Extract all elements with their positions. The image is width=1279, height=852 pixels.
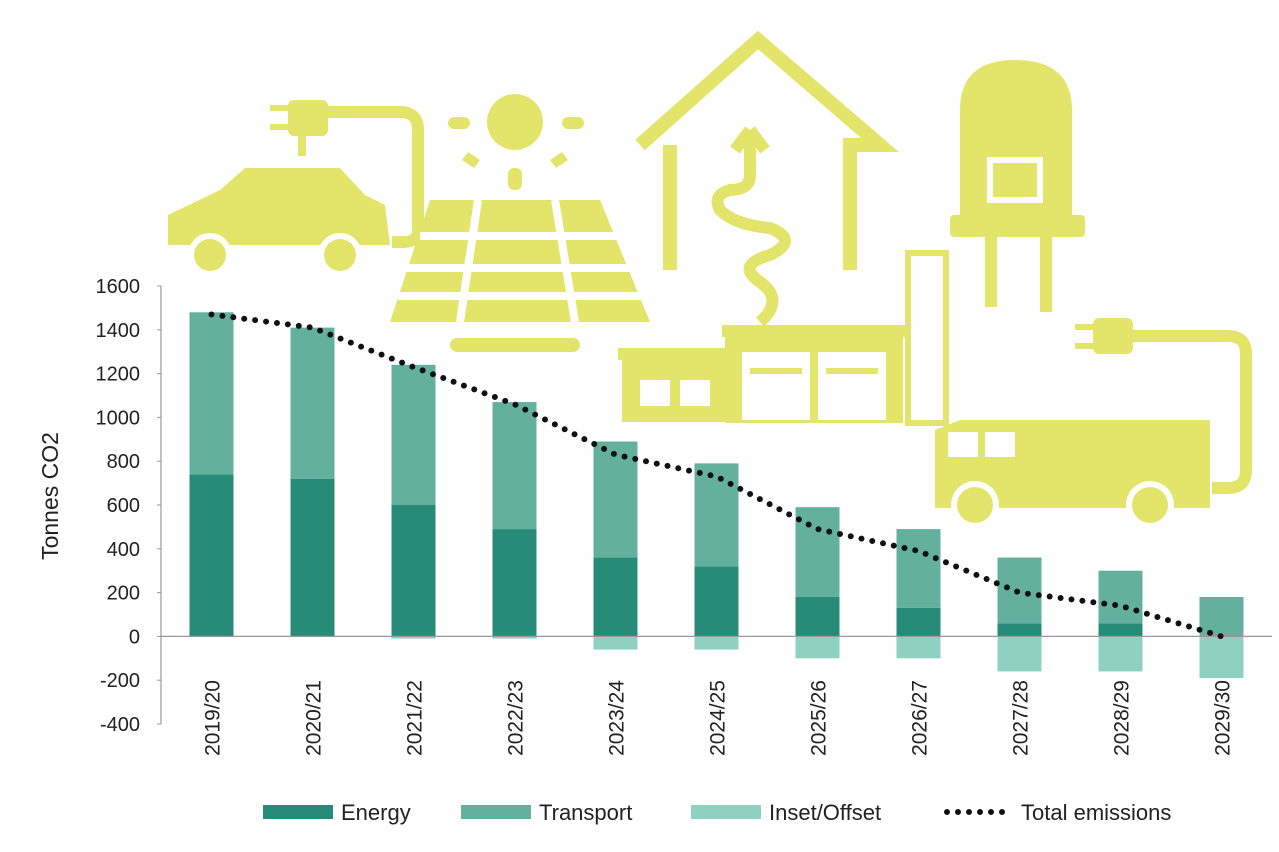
bar bbox=[593, 441, 638, 558]
bar bbox=[1098, 636, 1143, 672]
bar bbox=[896, 636, 941, 659]
solar-panel-icon bbox=[390, 200, 650, 322]
total-line bbox=[208, 311, 1225, 640]
bar bbox=[189, 312, 234, 475]
bar bbox=[391, 505, 436, 637]
y-axis-title: Tonnes CO2 bbox=[37, 432, 63, 560]
y-tick-label: -200 bbox=[100, 670, 140, 692]
bar bbox=[492, 636, 537, 639]
x-tick-label: 2026/27 bbox=[909, 680, 932, 756]
x-tick-label: 2029/30 bbox=[1212, 680, 1235, 756]
bar bbox=[593, 557, 638, 637]
bar bbox=[694, 636, 739, 650]
bar bbox=[694, 463, 739, 567]
y-tick-label: 1000 bbox=[96, 407, 141, 429]
bar bbox=[997, 623, 1042, 637]
plot-area: -400 -200 0 200 400 600 800 1000 1200 1400 1600 201… bbox=[96, 276, 1272, 825]
y-tick-label: 1200 bbox=[96, 364, 141, 386]
x-tick-label: 2021/22 bbox=[404, 680, 427, 756]
x-tick-label: 2028/29 bbox=[1111, 680, 1134, 756]
bar bbox=[795, 596, 840, 637]
bulb-icon bbox=[960, 60, 1072, 215]
bar bbox=[189, 474, 234, 637]
y-tick-label: 600 bbox=[107, 495, 140, 517]
house-icon bbox=[635, 30, 899, 270]
bar bbox=[1098, 570, 1143, 624]
bar bbox=[492, 402, 537, 530]
background-icons bbox=[168, 30, 1252, 529]
x-tick-label: 2020/21 bbox=[303, 680, 326, 756]
legend-label: Transport bbox=[539, 800, 632, 825]
y-tick-label: 0 bbox=[129, 626, 140, 648]
legend-swatch bbox=[461, 805, 531, 819]
bar bbox=[795, 507, 840, 597]
y-tick-label: 1600 bbox=[96, 276, 141, 298]
x-tick-label: 2023/24 bbox=[606, 680, 629, 756]
building-icon bbox=[622, 350, 730, 422]
legend-label: Total emissions bbox=[1021, 800, 1171, 825]
bar bbox=[1098, 623, 1143, 637]
y-tick-label: 400 bbox=[107, 539, 140, 561]
y-tick-label: 800 bbox=[107, 451, 140, 473]
x-tick-label: 2022/23 bbox=[505, 680, 528, 756]
x-tick-label: 2025/26 bbox=[808, 680, 831, 756]
legend-swatch bbox=[691, 805, 761, 819]
bar bbox=[593, 636, 638, 650]
y-tick-label: 200 bbox=[107, 583, 140, 605]
legend-swatch bbox=[263, 805, 333, 819]
bar bbox=[896, 529, 941, 608]
bar bbox=[1199, 636, 1244, 679]
bar bbox=[290, 478, 335, 637]
x-tick-label: 2019/20 bbox=[202, 680, 225, 756]
x-tick-label: 2027/28 bbox=[1010, 680, 1033, 756]
bar bbox=[1199, 596, 1244, 637]
bar bbox=[795, 636, 840, 659]
car-icon bbox=[168, 168, 390, 245]
bar bbox=[290, 327, 335, 479]
bar bbox=[694, 566, 739, 637]
y-tick-label: -400 bbox=[100, 714, 140, 736]
bar bbox=[391, 636, 436, 639]
legend-label: Inset/Offset bbox=[769, 800, 881, 825]
y-tick-label: 1400 bbox=[96, 320, 141, 342]
bar bbox=[391, 364, 436, 505]
legend-label: Energy bbox=[341, 800, 411, 825]
sun-icon bbox=[487, 94, 543, 150]
bar bbox=[492, 529, 537, 637]
bar bbox=[896, 607, 941, 637]
x-tick-label: 2024/25 bbox=[707, 680, 730, 756]
bar bbox=[997, 636, 1042, 672]
